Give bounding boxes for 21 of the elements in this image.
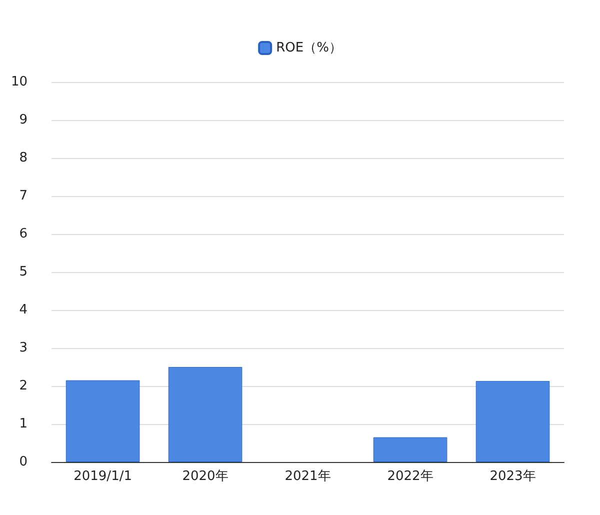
- y-tick-label: 0: [19, 454, 28, 470]
- y-tick-label: 10: [10, 74, 28, 90]
- y-tick-label: 7: [19, 188, 28, 204]
- bar: [373, 437, 448, 462]
- bar: [476, 381, 550, 462]
- y-tick-label: 8: [19, 150, 28, 166]
- y-tick-label: 9: [19, 112, 28, 128]
- y-tick-label: 1: [19, 416, 28, 432]
- y-tick-label: 2: [19, 378, 28, 394]
- x-tick-label: 2020年: [182, 469, 228, 484]
- bar: [168, 367, 242, 462]
- y-tick-label: 4: [19, 302, 28, 318]
- x-tick-label: 2019/1/1: [74, 469, 132, 484]
- bar: [66, 380, 140, 462]
- y-tick-label: 6: [19, 226, 28, 242]
- y-tick-label: 3: [19, 340, 28, 356]
- x-tick-label: 2023年: [490, 469, 536, 484]
- x-tick-label: 2022年: [387, 469, 434, 484]
- y-tick-label: 5: [19, 264, 28, 280]
- x-tick-label: 2021年: [284, 469, 331, 484]
- legend-label: ROE（%）: [276, 40, 342, 56]
